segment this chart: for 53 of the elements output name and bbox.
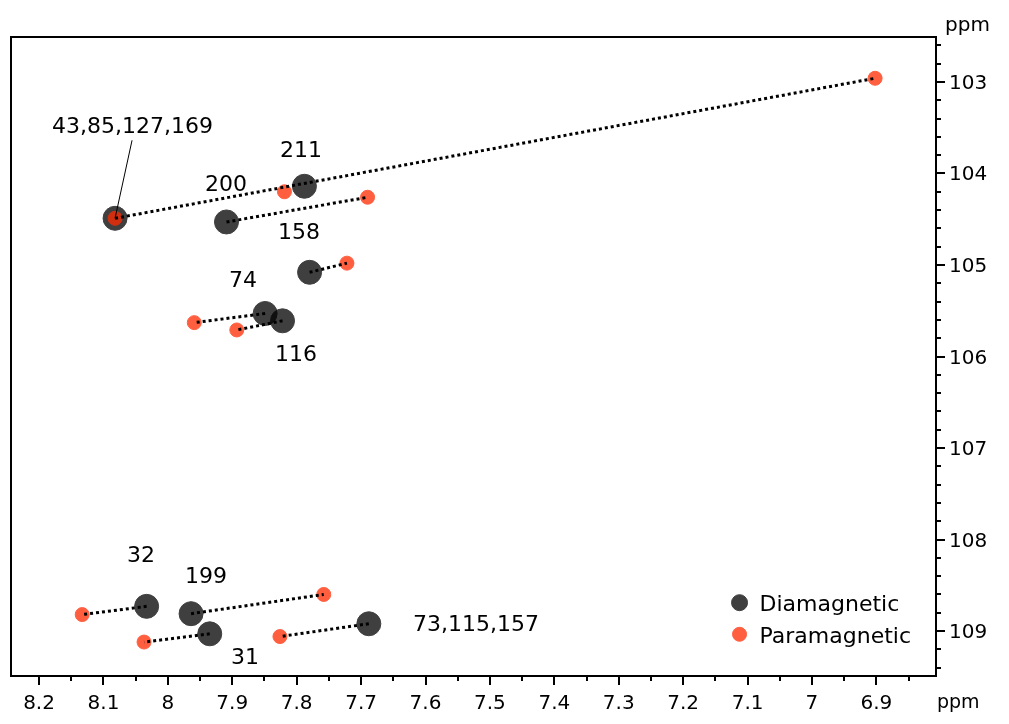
x-tick-label: 7.3 <box>602 690 635 714</box>
point <box>272 629 288 645</box>
point <box>270 308 296 334</box>
legend-label: Paramagnetic <box>759 622 912 648</box>
point <box>356 611 382 637</box>
x-tick-label: 8.1 <box>87 690 120 714</box>
point <box>197 621 223 647</box>
point <box>214 209 239 235</box>
point <box>297 259 323 285</box>
x-tick-label: 7.1 <box>731 690 764 714</box>
annotation: 31 <box>231 644 259 669</box>
x-tick-label: 7.5 <box>474 690 506 714</box>
y-tick-label: 106 <box>949 344 988 369</box>
point <box>229 322 245 338</box>
x-tick-label: 7.2 <box>667 690 700 714</box>
annotation: 211 <box>280 137 322 162</box>
point <box>134 593 160 619</box>
y-tick-label: 103 <box>949 69 988 94</box>
x-tick-label: 7.7 <box>345 690 378 714</box>
y-tick-label: 104 <box>949 161 988 186</box>
x-tick-label: 7 <box>805 690 819 714</box>
annotation: 73,115,157 <box>413 611 539 636</box>
annotation: 199 <box>185 563 227 588</box>
annotation: 43,85,127,169 <box>52 113 213 138</box>
annotation: 200 <box>205 171 247 196</box>
point <box>291 173 317 199</box>
y-tick-label: 109 <box>949 619 988 644</box>
legend-label: Diamagnetic <box>759 591 900 617</box>
annotation: 116 <box>275 341 317 366</box>
point <box>186 315 202 331</box>
x-tick-label: 6.9 <box>860 690 893 714</box>
point <box>276 184 292 200</box>
point <box>867 70 883 86</box>
point <box>360 189 376 205</box>
annotation: 32 <box>127 542 155 567</box>
y-axis-title: ppm <box>945 12 990 36</box>
x-tick-label: 8 <box>161 690 175 714</box>
y-tick-label: 107 <box>949 436 988 461</box>
annotation: 158 <box>278 219 320 244</box>
point <box>136 634 152 650</box>
annotation: 74 <box>229 267 257 292</box>
x-axis-title: ppm <box>937 690 980 712</box>
x-tick-label: 7.9 <box>216 690 249 714</box>
point <box>74 607 90 623</box>
x-tick-label: 7.6 <box>409 690 442 714</box>
x-tick-label: 7.8 <box>280 690 313 714</box>
point <box>178 601 204 627</box>
x-tick-label: 8.2 <box>23 690 55 714</box>
y-tick-label: 105 <box>949 252 988 277</box>
point <box>316 586 332 602</box>
x-tick-label: 7.4 <box>538 690 571 714</box>
point <box>339 255 355 271</box>
y-tick-label: 108 <box>949 527 988 552</box>
